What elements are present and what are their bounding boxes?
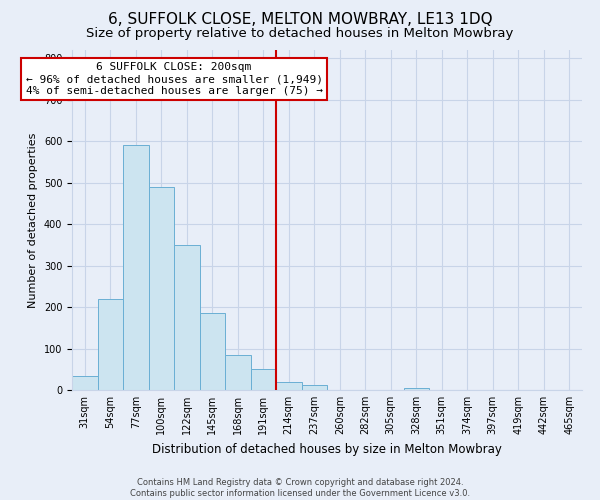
Text: 6, SUFFOLK CLOSE, MELTON MOWBRAY, LE13 1DQ: 6, SUFFOLK CLOSE, MELTON MOWBRAY, LE13 1… bbox=[107, 12, 493, 28]
Bar bbox=[302, 384, 327, 390]
Text: Size of property relative to detached houses in Melton Mowbray: Size of property relative to detached ho… bbox=[86, 28, 514, 40]
Text: Contains HM Land Registry data © Crown copyright and database right 2024.
Contai: Contains HM Land Registry data © Crown c… bbox=[130, 478, 470, 498]
Bar bbox=[72, 376, 97, 390]
Bar bbox=[174, 245, 199, 390]
X-axis label: Distribution of detached houses by size in Melton Mowbray: Distribution of detached houses by size … bbox=[152, 442, 502, 456]
Bar bbox=[123, 146, 149, 390]
Bar bbox=[276, 382, 302, 390]
Bar bbox=[404, 388, 429, 390]
Bar bbox=[225, 355, 251, 390]
Bar bbox=[251, 370, 276, 390]
Text: 6 SUFFOLK CLOSE: 200sqm
← 96% of detached houses are smaller (1,949)
4% of semi-: 6 SUFFOLK CLOSE: 200sqm ← 96% of detache… bbox=[25, 62, 323, 96]
Bar bbox=[199, 314, 225, 390]
Y-axis label: Number of detached properties: Number of detached properties bbox=[28, 132, 38, 308]
Bar bbox=[97, 299, 123, 390]
Bar bbox=[149, 187, 174, 390]
